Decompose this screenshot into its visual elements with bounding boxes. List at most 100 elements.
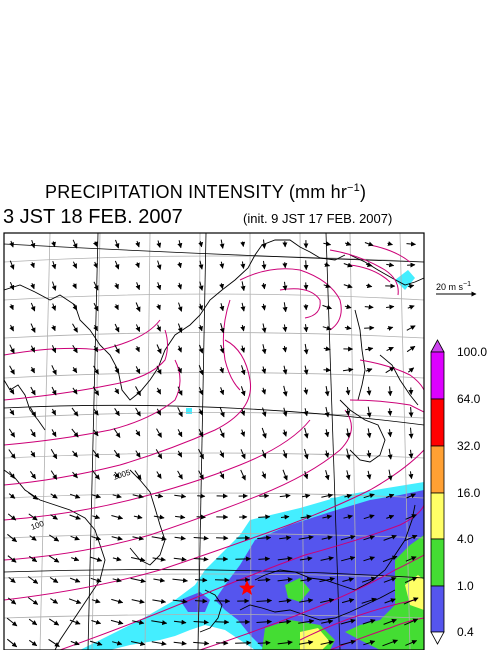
wind-arrow [324, 386, 330, 397]
wind-arrow [387, 429, 393, 438]
wind-arrow [261, 303, 267, 311]
wind-arrow [341, 555, 356, 562]
wind-arrow [366, 470, 372, 480]
wind-arrow [132, 535, 144, 541]
wind-arrow [323, 367, 331, 373]
wind-arrow [320, 598, 335, 603]
major-grid [4, 233, 424, 650]
coast-japan-honshu [254, 504, 416, 591]
wind-arrow [319, 576, 335, 583]
wind-arrow [300, 514, 312, 520]
wind-arrow [408, 449, 414, 459]
wind-arrow [177, 282, 183, 290]
wind-arrow [219, 387, 225, 396]
colorbar-bin-16 [430, 492, 445, 540]
wind-arrow [113, 449, 121, 459]
wind-arrow [111, 598, 124, 604]
wind-arrow [256, 619, 272, 625]
wind-arrow [282, 449, 288, 459]
wind-arrow [324, 450, 330, 458]
wind-arrow [407, 305, 415, 310]
wind-arrow [282, 407, 288, 417]
wind-arrow [173, 640, 187, 646]
wind-arrow [303, 324, 309, 333]
wind-arrow [299, 598, 314, 604]
wind-arrow [72, 323, 78, 333]
wind-arrow [198, 344, 204, 354]
wind-arrow [153, 577, 166, 583]
wind-arrow [219, 406, 225, 418]
map-frame [3, 232, 425, 650]
wind-arrow [343, 514, 353, 520]
wind-arrow [405, 556, 417, 562]
wind-arrow [198, 470, 204, 480]
wind-arrow [132, 493, 144, 499]
wind-arrow [92, 449, 100, 459]
wind-arrow [340, 639, 356, 646]
wind-arrow [177, 407, 183, 418]
wind-arrow [365, 368, 373, 373]
wind-arrow [7, 597, 17, 605]
wind-arrow [156, 240, 162, 248]
wind-arrow [48, 555, 60, 563]
wind-arrow [28, 618, 38, 626]
wind-arrow [6, 617, 18, 627]
wind-arrow [72, 239, 78, 249]
wind-arrow [9, 344, 15, 354]
wind-arrow [51, 429, 57, 438]
wind-arrow [299, 556, 313, 562]
wind-arrow [258, 514, 271, 520]
wind-arrow [343, 262, 353, 268]
colorbar [430, 339, 445, 645]
wind-arrow [278, 598, 292, 604]
wind-arrow [343, 283, 353, 289]
wind-arrow [219, 283, 225, 290]
wind-arrow [8, 493, 16, 499]
wind-arrow [280, 514, 290, 520]
wind-arrow [51, 325, 56, 332]
wind-arrow [130, 577, 146, 584]
wind-arrow [51, 365, 57, 376]
wind-arrow [6, 638, 18, 648]
wind-arrow [194, 577, 208, 583]
wind-arrow [387, 241, 393, 246]
wind-arrow [282, 429, 288, 437]
wind-arrow [324, 429, 330, 438]
precip-blue-patch [180, 592, 210, 612]
wind-arrow [383, 534, 397, 541]
wind-arrow [70, 535, 80, 541]
colorbar-label-0-4: 0.4 [457, 625, 474, 639]
wind-arrow [240, 469, 246, 481]
wind-arrow [386, 346, 394, 352]
wind-arrow [114, 471, 120, 479]
wind-arrow [258, 556, 271, 562]
wind-arrow [112, 577, 122, 583]
wind-arrow [406, 325, 416, 331]
wind-arrow [382, 555, 398, 563]
wind-arrow [69, 493, 81, 499]
wind-arrow [298, 618, 315, 624]
wind-arrow [363, 640, 376, 646]
wind-arrow [114, 260, 120, 270]
wind-arrow [93, 345, 99, 353]
wind-arrow [9, 260, 15, 270]
wind-arrow [8, 577, 16, 583]
wind-arrow [361, 597, 377, 604]
wind-arrow [30, 428, 36, 438]
wind-arrow [408, 407, 414, 418]
wind-arrow [198, 281, 204, 291]
wind-arrow [386, 514, 395, 520]
reference-vector-label: 20 m s−1 [436, 281, 471, 292]
wind-arrow [50, 598, 59, 604]
wind-arrow [156, 282, 162, 291]
wind-arrow [72, 367, 78, 374]
wind-arrow [89, 640, 103, 646]
wind-arrow [257, 535, 272, 541]
wind-arrow [135, 324, 141, 333]
wind-arrow [282, 385, 288, 397]
wind-arrow [92, 470, 100, 480]
wind-arrow [9, 240, 14, 248]
wind-arrow [302, 493, 311, 499]
wind-arrow [135, 407, 141, 417]
coast-sakhalin [354, 309, 366, 401]
